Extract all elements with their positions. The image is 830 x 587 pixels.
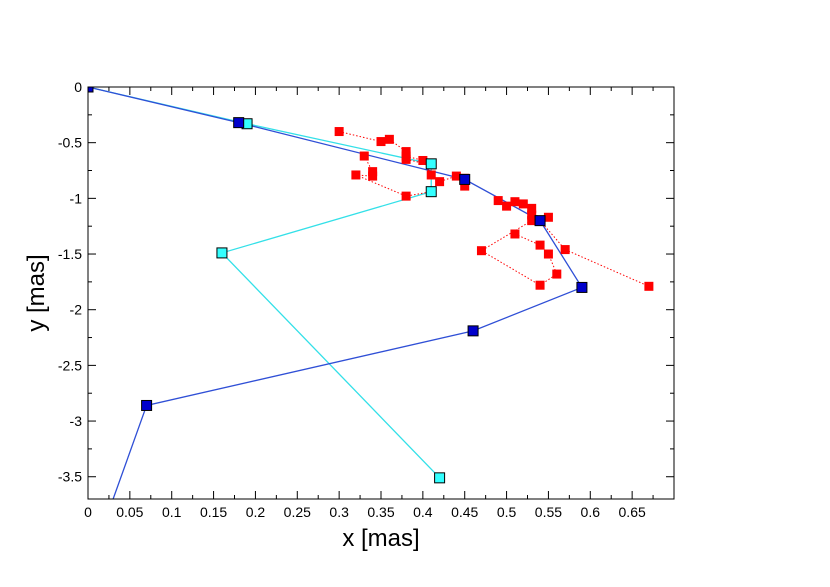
plot-frame <box>87 86 675 500</box>
axes: 0 0.05 0.1 0.15 0.2 0.25 0.3 0.35 0.4 0.45 0.5 0.55… <box>58 79 675 520</box>
y-tick-label: -3.5 <box>58 469 82 485</box>
series-line-blue <box>88 87 583 499</box>
point-red <box>418 155 428 165</box>
x-tick-label: 0.25 <box>284 504 311 520</box>
plot-area <box>88 87 654 499</box>
point-blue <box>141 399 153 411</box>
point-red <box>535 240 545 250</box>
series-line-red <box>539 220 650 287</box>
point-red <box>502 201 512 211</box>
series-line-cyan <box>88 87 441 479</box>
point-red <box>401 191 411 201</box>
x-tick-label: 0.45 <box>451 504 478 520</box>
point-blue <box>467 325 479 337</box>
y-tick-label: -3 <box>70 413 83 429</box>
x-tick-label: 0.35 <box>367 504 394 520</box>
point-red <box>510 229 520 239</box>
point-red <box>376 137 386 147</box>
x-tick-label: 0.55 <box>535 504 562 520</box>
x-axis-title: x [mas] <box>342 525 419 552</box>
x-tick-label: 0.5 <box>497 504 517 520</box>
point-cyan <box>425 158 437 170</box>
point-red <box>543 249 553 259</box>
y-tick-label: -1 <box>70 190 83 206</box>
y-tick-label: -0.5 <box>58 135 82 151</box>
point-red <box>334 127 344 137</box>
y-tick-label: 0 <box>74 79 82 95</box>
y-tick-label: -1.5 <box>58 246 82 262</box>
x-tick-label: 0.65 <box>619 504 646 520</box>
point-red <box>518 199 528 209</box>
x-tick-label: 0.4 <box>413 504 433 520</box>
point-red <box>426 170 436 180</box>
point-blue <box>88 87 94 93</box>
point-red <box>552 269 562 279</box>
point-red <box>401 151 411 161</box>
point-cyan <box>425 186 437 198</box>
point-blue <box>459 173 471 185</box>
point-red <box>527 210 537 220</box>
y-tick-label: -2 <box>70 302 83 318</box>
point-red <box>510 197 520 207</box>
point-red <box>368 171 378 181</box>
point-red <box>435 177 445 187</box>
point-red <box>359 151 369 161</box>
point-red <box>476 246 486 256</box>
x-tick-label: 0.2 <box>246 504 266 520</box>
point-red <box>460 181 470 191</box>
y-tick-label: -2.5 <box>58 357 82 373</box>
x-tick-label: 0.1 <box>162 504 182 520</box>
point-red <box>451 171 461 181</box>
point-red <box>527 203 537 213</box>
point-red <box>543 212 553 222</box>
y-axis-title: y [mas] <box>23 254 50 331</box>
point-blue <box>233 117 245 129</box>
point-blue <box>576 281 588 293</box>
point-cyan <box>216 247 228 259</box>
point-cyan <box>434 472 446 484</box>
x-tick-label: 0.6 <box>581 504 601 520</box>
x-tick-label: 0.05 <box>116 504 143 520</box>
point-red <box>644 281 654 291</box>
point-blue <box>534 215 546 227</box>
point-red <box>351 170 361 180</box>
point-red <box>493 196 503 206</box>
point-red <box>527 216 537 226</box>
point-red <box>535 280 545 290</box>
x-tick-label: 0.3 <box>329 504 349 520</box>
x-tick-label: 0 <box>84 504 92 520</box>
point-red <box>384 134 394 144</box>
x-tick-label: 0.15 <box>200 504 227 520</box>
point-red <box>560 245 570 255</box>
